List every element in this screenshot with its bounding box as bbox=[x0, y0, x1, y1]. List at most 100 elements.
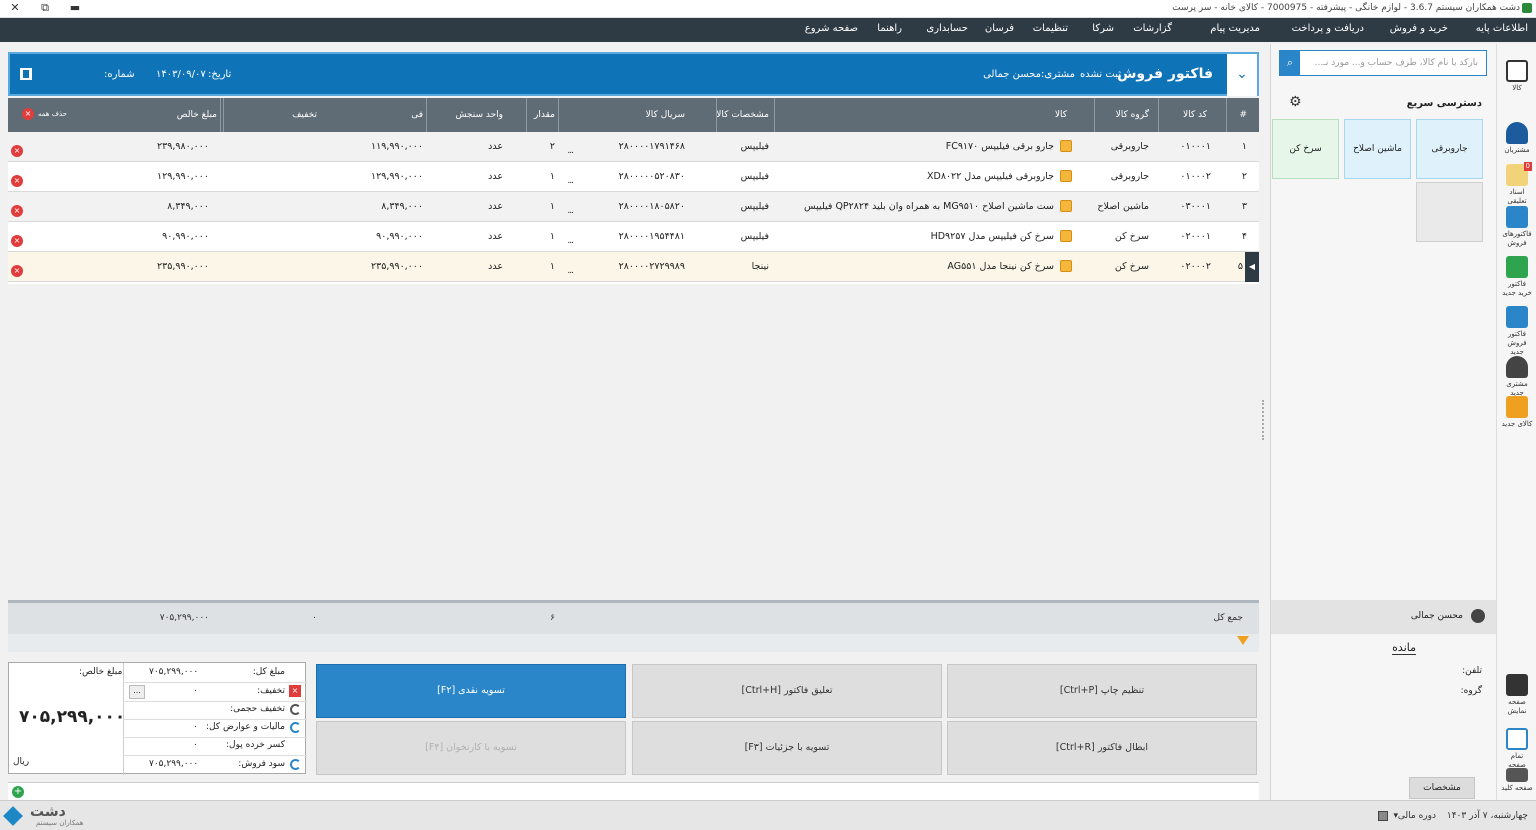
profit-value: ۷۰۵,۲۹۹,۰۰۰ bbox=[149, 759, 199, 769]
suspend-invoice-button[interactable]: تعلیق فاکتور [Ctrl+H] bbox=[632, 664, 942, 718]
row-qty[interactable]: ۱ bbox=[549, 171, 555, 182]
col-discount[interactable]: تخفیف bbox=[292, 110, 317, 120]
search-placeholder: بارکد یا نام کالا، طرف حساب و... مورد نـ… bbox=[1314, 58, 1478, 68]
table-row[interactable]: ۱ ۰۱۰۰۰۱ جاروبرقی جارو برقی فیلیپس FC۹۱۷… bbox=[8, 132, 1259, 162]
remove-discount-icon[interactable]: × bbox=[289, 685, 301, 697]
row-qty[interactable]: ۱ bbox=[549, 231, 555, 242]
fiscal-period[interactable]: دوره مالی bbox=[1397, 811, 1436, 821]
discount-value[interactable]: ۰ bbox=[193, 686, 198, 696]
menu-partners[interactable]: شرکا bbox=[1092, 23, 1114, 34]
search-input[interactable]: بارکد یا نام کالا، طرف حساب و... مورد نـ… bbox=[1279, 50, 1487, 76]
col-unit[interactable]: واحد سنجش bbox=[455, 110, 503, 120]
serial-picker-button[interactable]: ... bbox=[567, 236, 574, 246]
sidebar-item-new-sale[interactable]: فاکتور فروش جدید bbox=[1501, 306, 1533, 357]
col-serial[interactable]: سریال کالا bbox=[645, 110, 685, 120]
serial-picker-button[interactable]: ... bbox=[567, 206, 574, 216]
menu-start-page[interactable]: صفحه شروع bbox=[804, 23, 858, 34]
toggle-icon[interactable] bbox=[290, 704, 301, 715]
row-qty[interactable]: ۱ bbox=[549, 201, 555, 212]
row-price: ۱۲۹,۹۹۰,۰۰۰ bbox=[371, 171, 423, 182]
col-price[interactable]: فی bbox=[411, 110, 423, 120]
specs-button[interactable]: مشخصات bbox=[1409, 777, 1475, 799]
menu-messages[interactable]: مدیریت پیام bbox=[1210, 23, 1260, 34]
row-price: ۲۳۵,۹۹۰,۰۰۰ bbox=[371, 261, 423, 272]
restore-button[interactable]: ⧉ bbox=[41, 1, 49, 14]
gear-icon[interactable]: ⚙ bbox=[1289, 94, 1302, 110]
menu-basic-info[interactable]: اطلاعات پایه bbox=[1475, 23, 1528, 34]
menu-settings[interactable]: تنظیمات bbox=[1032, 23, 1068, 34]
invoice-date[interactable]: ۱۴۰۳/۰۹/۰۷ bbox=[156, 69, 206, 80]
delete-row-icon[interactable]: × bbox=[11, 205, 23, 217]
quick-tile-vacuum[interactable]: جاروبرقی bbox=[1416, 119, 1483, 179]
col-code[interactable]: کد کالا bbox=[1182, 110, 1207, 120]
close-button[interactable]: ✕ bbox=[10, 1, 20, 14]
delete-all-icon[interactable]: × bbox=[22, 108, 34, 120]
chevron-down-icon[interactable]: ▾ bbox=[1393, 811, 1398, 821]
toggle-icon[interactable] bbox=[290, 759, 301, 770]
sidebar-item-fullscreen[interactable]: تمام صفحه bbox=[1501, 728, 1533, 770]
quick-pane: بارکد یا نام کالا، طرف حساب و... مورد نـ… bbox=[1270, 44, 1497, 800]
col-group[interactable]: گروه کالا bbox=[1115, 110, 1149, 120]
net-amount-value: ۷۰۵,۲۹۹,۰۰۰ bbox=[19, 707, 126, 727]
calendar-icon[interactable] bbox=[1378, 811, 1388, 821]
row-qty[interactable]: ۲ bbox=[549, 141, 555, 152]
menu-help[interactable]: راهنما bbox=[877, 23, 902, 34]
card-settle-button[interactable]: تسویه با کارتخوان [F۴] bbox=[316, 721, 626, 775]
quick-tile-fryer[interactable]: سرخ کن bbox=[1272, 119, 1339, 179]
quick-tile-empty[interactable] bbox=[1416, 182, 1483, 242]
col-qty[interactable]: مقدار bbox=[534, 110, 555, 120]
delete-all-label[interactable]: حذف همه bbox=[38, 110, 67, 118]
currency-label: ریال bbox=[13, 757, 30, 767]
sidebar-item-display[interactable]: صفحه نمایش bbox=[1501, 674, 1533, 716]
print-setup-button[interactable]: تنظیم چاپ [Ctrl+P] bbox=[947, 664, 1257, 718]
chevron-down-icon[interactable]: ⌄ bbox=[1227, 54, 1257, 96]
menu-reports[interactable]: گزارشات bbox=[1133, 23, 1172, 34]
package-icon bbox=[1060, 200, 1072, 212]
sidebar-item-new-product[interactable]: کالای جدید bbox=[1501, 396, 1533, 429]
search-icon[interactable]: ⌕ bbox=[1280, 51, 1300, 75]
title-bar: دشت همکاران سیستم 3.6.7 - لوازم خانگی - … bbox=[0, 0, 1536, 18]
serial-picker-button[interactable]: ... bbox=[567, 176, 574, 186]
pane-splitter[interactable] bbox=[1262, 400, 1266, 440]
sidebar-item-new-customer[interactable]: مشتری جدید bbox=[1501, 356, 1533, 398]
col-item[interactable]: کالا bbox=[1054, 110, 1067, 120]
add-icon[interactable]: + bbox=[12, 786, 24, 798]
group-label: گروه: bbox=[1460, 686, 1482, 696]
customer-name[interactable]: محسن جمالی bbox=[983, 69, 1041, 80]
menu-payments[interactable]: دریافت و پرداخت bbox=[1291, 23, 1364, 34]
menu-buy-sell[interactable]: خرید و فروش bbox=[1389, 23, 1448, 34]
toggle-icon[interactable] bbox=[290, 722, 301, 733]
package-icon bbox=[1060, 260, 1072, 272]
cancel-invoice-button[interactable]: ابطال فاکتور [Ctrl+R] bbox=[947, 721, 1257, 775]
sidebar-item-customers[interactable]: مشتریان bbox=[1501, 122, 1533, 155]
col-spec[interactable]: مشخصات کالا bbox=[716, 110, 769, 120]
discount-label: تخفیف: bbox=[257, 686, 285, 696]
sidebar-item-new-purchase[interactable]: فاکتور خرید جدید bbox=[1501, 256, 1533, 298]
sidebar-item-products[interactable]: کالا bbox=[1501, 60, 1533, 93]
table-row[interactable]: ۴ ۰۲۰۰۰۱ سرخ کن سرخ کن فیلیپس مدل HD۹۲۵۷… bbox=[8, 222, 1259, 252]
detailed-settle-button[interactable]: تسویه با جزئیات [F۳] bbox=[632, 721, 942, 775]
table-row[interactable]: ۲ ۰۱۰۰۰۲ جاروبرقی جاروبرقی فیلیپس مدل XD… bbox=[8, 162, 1259, 192]
delete-row-icon[interactable]: × bbox=[11, 145, 23, 157]
delete-row-icon[interactable]: × bbox=[11, 235, 23, 247]
filter-icon[interactable] bbox=[1237, 636, 1249, 645]
cash-settle-button[interactable]: تسویه نقدی [F۲] bbox=[316, 664, 626, 718]
menu-farsan[interactable]: فرسان bbox=[984, 23, 1014, 34]
sidebar-item-suspended[interactable]: 0 اسناد تعلیقی bbox=[1501, 162, 1533, 206]
sidebar-item-sales-invoices[interactable]: فاکتورهای فروش bbox=[1501, 206, 1533, 248]
table-row[interactable]: ۳ ۰۳۰۰۰۱ ماشین اصلاح ست ماشین اصلاح MG۹۵… bbox=[8, 192, 1259, 222]
row-qty[interactable]: ۱ bbox=[549, 261, 555, 272]
discount-more-button[interactable]: ... bbox=[129, 685, 145, 699]
delete-row-icon[interactable]: × bbox=[11, 265, 23, 277]
quick-tile-shaver[interactable]: ماشین اصلاح bbox=[1344, 119, 1411, 179]
serial-picker-button[interactable]: ... bbox=[567, 146, 574, 156]
total-value: ۷۰۵,۲۹۹,۰۰۰ bbox=[149, 667, 199, 677]
delete-row-icon[interactable]: × bbox=[11, 175, 23, 187]
menu-accounting[interactable]: حسابداری bbox=[926, 23, 968, 34]
minimize-button[interactable]: ▬ bbox=[69, 1, 81, 14]
serial-picker-button[interactable]: ... bbox=[567, 266, 574, 276]
col-net[interactable]: مبلغ خالص bbox=[176, 110, 217, 120]
sidebar-item-keyboard[interactable]: صفحه کلید bbox=[1501, 768, 1533, 793]
table-row-selected[interactable]: ◀ ۵ ۰۲۰۰۰۲ سرخ کن سرخ کن نینجا مدل AG۵۵۱… bbox=[8, 252, 1259, 282]
grid-settings-icon[interactable] bbox=[20, 68, 32, 80]
